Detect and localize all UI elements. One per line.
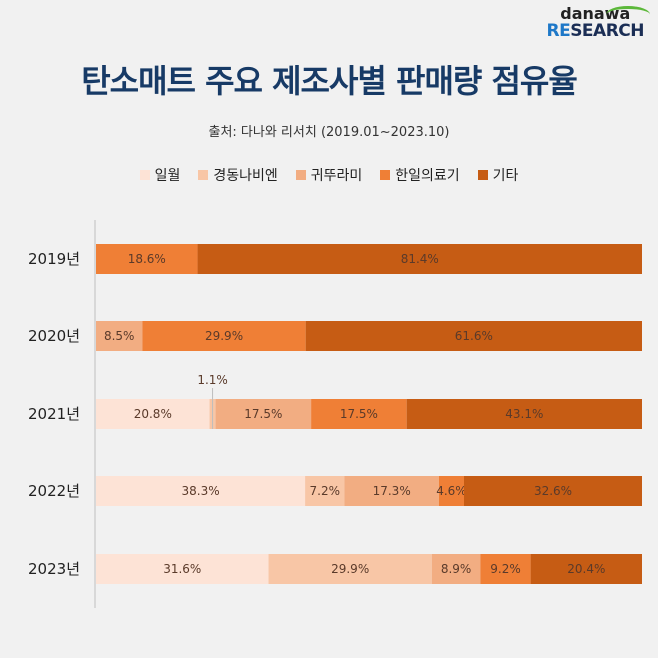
legend-swatch	[477, 170, 488, 180]
data-label: 20.8%	[134, 407, 172, 421]
legend-item: 일월	[139, 165, 181, 185]
legend-item: 귀뚜라미	[295, 165, 363, 185]
data-label: 38.3%	[181, 484, 219, 498]
data-label: 29.9%	[331, 562, 369, 576]
bar-segment	[431, 554, 481, 584]
data-label: 8.9%	[441, 562, 472, 576]
bar-segment	[406, 399, 642, 429]
data-label: 43.1%	[505, 407, 543, 421]
legend-label: 한일의료기	[395, 168, 460, 184]
bar-segment	[438, 476, 465, 506]
legend-item: 경동나비엔	[198, 165, 278, 185]
data-label: 32.6%	[534, 484, 572, 498]
data-label: 18.6%	[128, 252, 166, 266]
bar-segment	[197, 244, 642, 274]
logo-wordmark-top: danawa	[546, 6, 650, 22]
bar-segment	[464, 476, 642, 506]
y-tick-label: 2019년	[28, 250, 80, 268]
bar-segment	[268, 554, 432, 584]
legend-label: 경동나비엔	[213, 168, 278, 184]
data-label: 17.5%	[244, 407, 282, 421]
chart-title: 탄소매트 주요 제조사별 판매량 점유율	[81, 62, 578, 100]
data-label: 61.6%	[455, 329, 493, 343]
legend-swatch	[198, 170, 209, 180]
logo-search-text: SEARCH	[570, 21, 644, 41]
data-label: 4.6%	[436, 484, 467, 498]
legend-label: 귀뚜라미	[310, 168, 363, 184]
y-tick-label: 2023년	[28, 560, 80, 578]
bar-segment	[311, 399, 407, 429]
bar-segment	[215, 399, 312, 429]
y-tick-label: 2022년	[28, 482, 80, 500]
bar-segment	[530, 554, 642, 584]
logo-swoosh-icon	[606, 6, 650, 23]
data-label: 31.6%	[163, 562, 201, 576]
data-label: 8.5%	[104, 329, 135, 343]
data-label: 7.2%	[310, 484, 341, 498]
bar-segment	[96, 399, 210, 429]
y-tick-label: 2021년	[28, 405, 80, 423]
data-label: 1.1%	[197, 373, 228, 387]
legend-item: 기타	[477, 165, 519, 185]
danawa-research-logo: danawa RESEARCH	[546, 6, 650, 40]
logo-wordmark-bottom: RESEARCH	[546, 22, 644, 40]
legend-label: 일월	[154, 168, 181, 184]
bar-segment	[96, 554, 269, 584]
data-label: 9.2%	[490, 562, 521, 576]
bar-segment	[96, 321, 143, 351]
data-label: 17.5%	[340, 407, 378, 421]
legend-swatch	[380, 170, 391, 180]
bar-segment	[96, 476, 306, 506]
bar-segment	[305, 476, 345, 506]
legend: 일월 경동나비엔 귀뚜라미 한일의료기 기타	[0, 165, 658, 185]
bar-segment	[480, 554, 531, 584]
logo-re-text: RE	[546, 21, 571, 41]
data-label: 81.4%	[401, 252, 439, 266]
legend-swatch	[295, 170, 306, 180]
legend-item: 한일의료기	[380, 165, 460, 185]
bar-segment	[96, 244, 198, 274]
legend-swatch	[139, 170, 150, 180]
chart-source: 출처: 다나와 리서치 (2019.01~2023.10)	[208, 125, 450, 140]
bar-segment	[142, 321, 306, 351]
data-label: 29.9%	[205, 329, 243, 343]
bar-segment	[305, 321, 642, 351]
bar-segment	[344, 476, 439, 506]
legend-label: 기타	[492, 168, 519, 184]
data-label: 20.4%	[567, 562, 605, 576]
data-label: 17.3%	[373, 484, 411, 498]
y-tick-label: 2020년	[28, 327, 80, 345]
